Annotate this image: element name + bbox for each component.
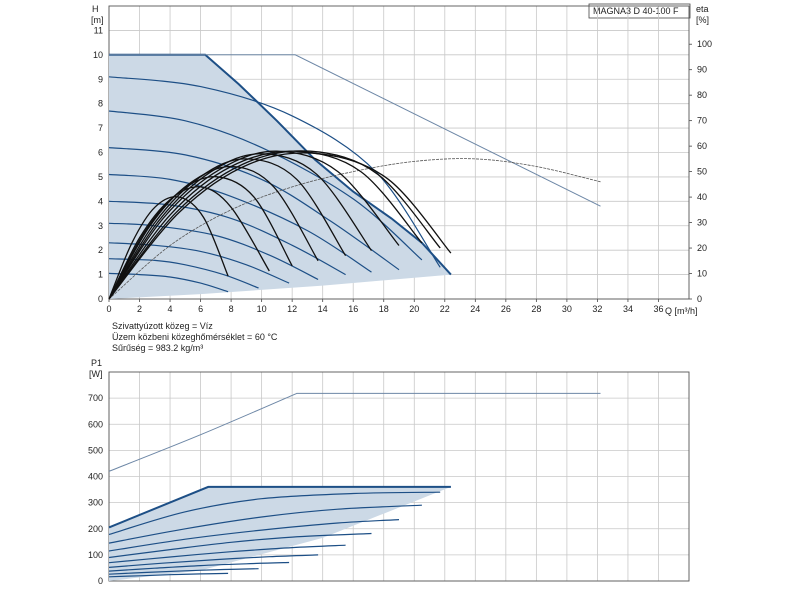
y-right-tick-label: 80	[697, 90, 707, 100]
h-axis-unit: [m]	[91, 15, 104, 25]
y-left-tick-label: 7	[98, 123, 103, 133]
note-density: Sűrűség = 983.2 kg/m³	[112, 343, 203, 353]
x-tick-label: 36	[653, 304, 663, 314]
y-left-tick-label: 1	[98, 270, 103, 280]
power-curve	[108, 519, 400, 552]
y-left-tick-label: 4	[98, 196, 103, 206]
pump-curve	[108, 147, 400, 271]
x-tick-label: 4	[168, 304, 173, 314]
x-tick-label: 10	[257, 304, 267, 314]
plot-frame	[108, 371, 690, 582]
pump-curve	[108, 76, 441, 268]
x-tick-label: 2	[137, 304, 142, 314]
pump-curve	[108, 110, 423, 261]
y-right-tick-label: 10	[697, 269, 707, 279]
pump-curve	[108, 272, 229, 293]
power-curve	[108, 491, 441, 536]
y-left-tick-label: 11	[94, 25, 103, 35]
operating-area	[109, 54, 451, 299]
y-tick-label: 400	[88, 472, 103, 482]
y-right-tick-label: 20	[697, 243, 707, 253]
power-curve	[108, 572, 229, 578]
x-tick-label: 24	[470, 304, 480, 314]
y-right-tick-label: 100	[697, 39, 712, 49]
power-curve	[108, 554, 319, 568]
q-axis-label: Q [m³/h]	[665, 306, 698, 316]
y-left-tick-label: 10	[93, 50, 103, 60]
efficiency-curve	[108, 150, 400, 300]
h-axis-label: H	[92, 4, 99, 14]
efficiency-curve	[108, 196, 229, 300]
y-tick-label: 100	[88, 550, 103, 560]
x-tick-label: 14	[318, 304, 328, 314]
y-left-tick-label: 6	[98, 148, 103, 158]
y-right-tick-label: 60	[697, 141, 707, 151]
pump-curve	[108, 173, 372, 273]
y-left-tick-label: 9	[98, 74, 103, 84]
note-temperature: Üzem közbeni közeghőmérséklet = 60 °C	[112, 332, 278, 342]
x-tick-label: 28	[531, 304, 541, 314]
eta-axis-label: eta	[696, 4, 709, 14]
y-tick-label: 0	[98, 576, 103, 586]
y-right-tick-label: 50	[697, 167, 707, 177]
power-curve	[108, 544, 346, 564]
y-tick-label: 200	[88, 524, 103, 534]
y-right-tick-label: 70	[697, 116, 707, 126]
y-left-tick-label: 2	[98, 245, 103, 255]
single-pump-curve	[109, 54, 601, 207]
x-tick-label: 34	[623, 304, 633, 314]
y-left-tick-label: 8	[98, 99, 103, 109]
efficiency-curve	[108, 150, 441, 300]
x-tick-label: 26	[501, 304, 511, 314]
y-tick-label: 300	[88, 498, 103, 508]
x-tick-label: 22	[440, 304, 450, 314]
x-tick-label: 0	[106, 304, 111, 314]
x-tick-label: 20	[409, 304, 419, 314]
y-tick-label: 500	[88, 445, 103, 455]
y-right-tick-label: 40	[697, 192, 707, 202]
single-pump-efficiency-curve	[108, 158, 601, 300]
p1-axis-label: P1	[91, 358, 102, 368]
operating-area	[109, 486, 451, 581]
eta-axis-unit: [%]	[696, 15, 709, 25]
y-right-tick-label: 0	[697, 294, 702, 304]
x-tick-label: 16	[348, 304, 358, 314]
efficiency-curve	[108, 153, 373, 300]
efficiency-curve	[108, 176, 293, 300]
max-pump-curve	[109, 53, 452, 276]
x-tick-label: 12	[287, 304, 297, 314]
pump-curve	[108, 200, 346, 276]
efficiency-curve	[108, 158, 347, 300]
y-tick-label: 600	[88, 419, 103, 429]
head-efficiency-plot: 0 2 4 6 8 10 12 14 16 18 20 22 24 26 28 30 32 34 360123456…	[93, 5, 712, 314]
y-right-tick-label: 90	[697, 65, 707, 75]
power-curve	[108, 568, 259, 575]
model-label-box	[588, 3, 691, 19]
y-left-tick-label: 5	[98, 172, 103, 182]
y-left-tick-label: 0	[98, 294, 103, 304]
y-tick-label: 700	[88, 393, 103, 403]
x-tick-label: 32	[592, 304, 602, 314]
y-right-tick-label: 30	[697, 218, 707, 228]
power-curve	[108, 561, 290, 572]
y-left-tick-label: 3	[98, 221, 103, 231]
power-plot: 0 100 200 300 400 500 600 700	[88, 371, 690, 586]
efficiency-curve	[108, 150, 423, 300]
p1-axis-unit: [W]	[89, 369, 103, 379]
x-tick-label: 8	[229, 304, 234, 314]
efficiency-curve	[108, 152, 452, 300]
x-tick-label: 30	[562, 304, 572, 314]
pump-curve	[108, 222, 319, 281]
x-tick-label: 6	[198, 304, 203, 314]
note-medium: Szivattyúzott közeg = Víz	[112, 321, 213, 331]
pump-curve	[108, 258, 259, 289]
model-label: MAGNA3 D 40-100 F	[593, 6, 679, 16]
power-curve	[108, 532, 372, 559]
power-curve	[108, 504, 422, 544]
max-power-curve	[108, 485, 451, 529]
single-pump-power-curve	[108, 392, 601, 472]
x-tick-label: 18	[379, 304, 389, 314]
